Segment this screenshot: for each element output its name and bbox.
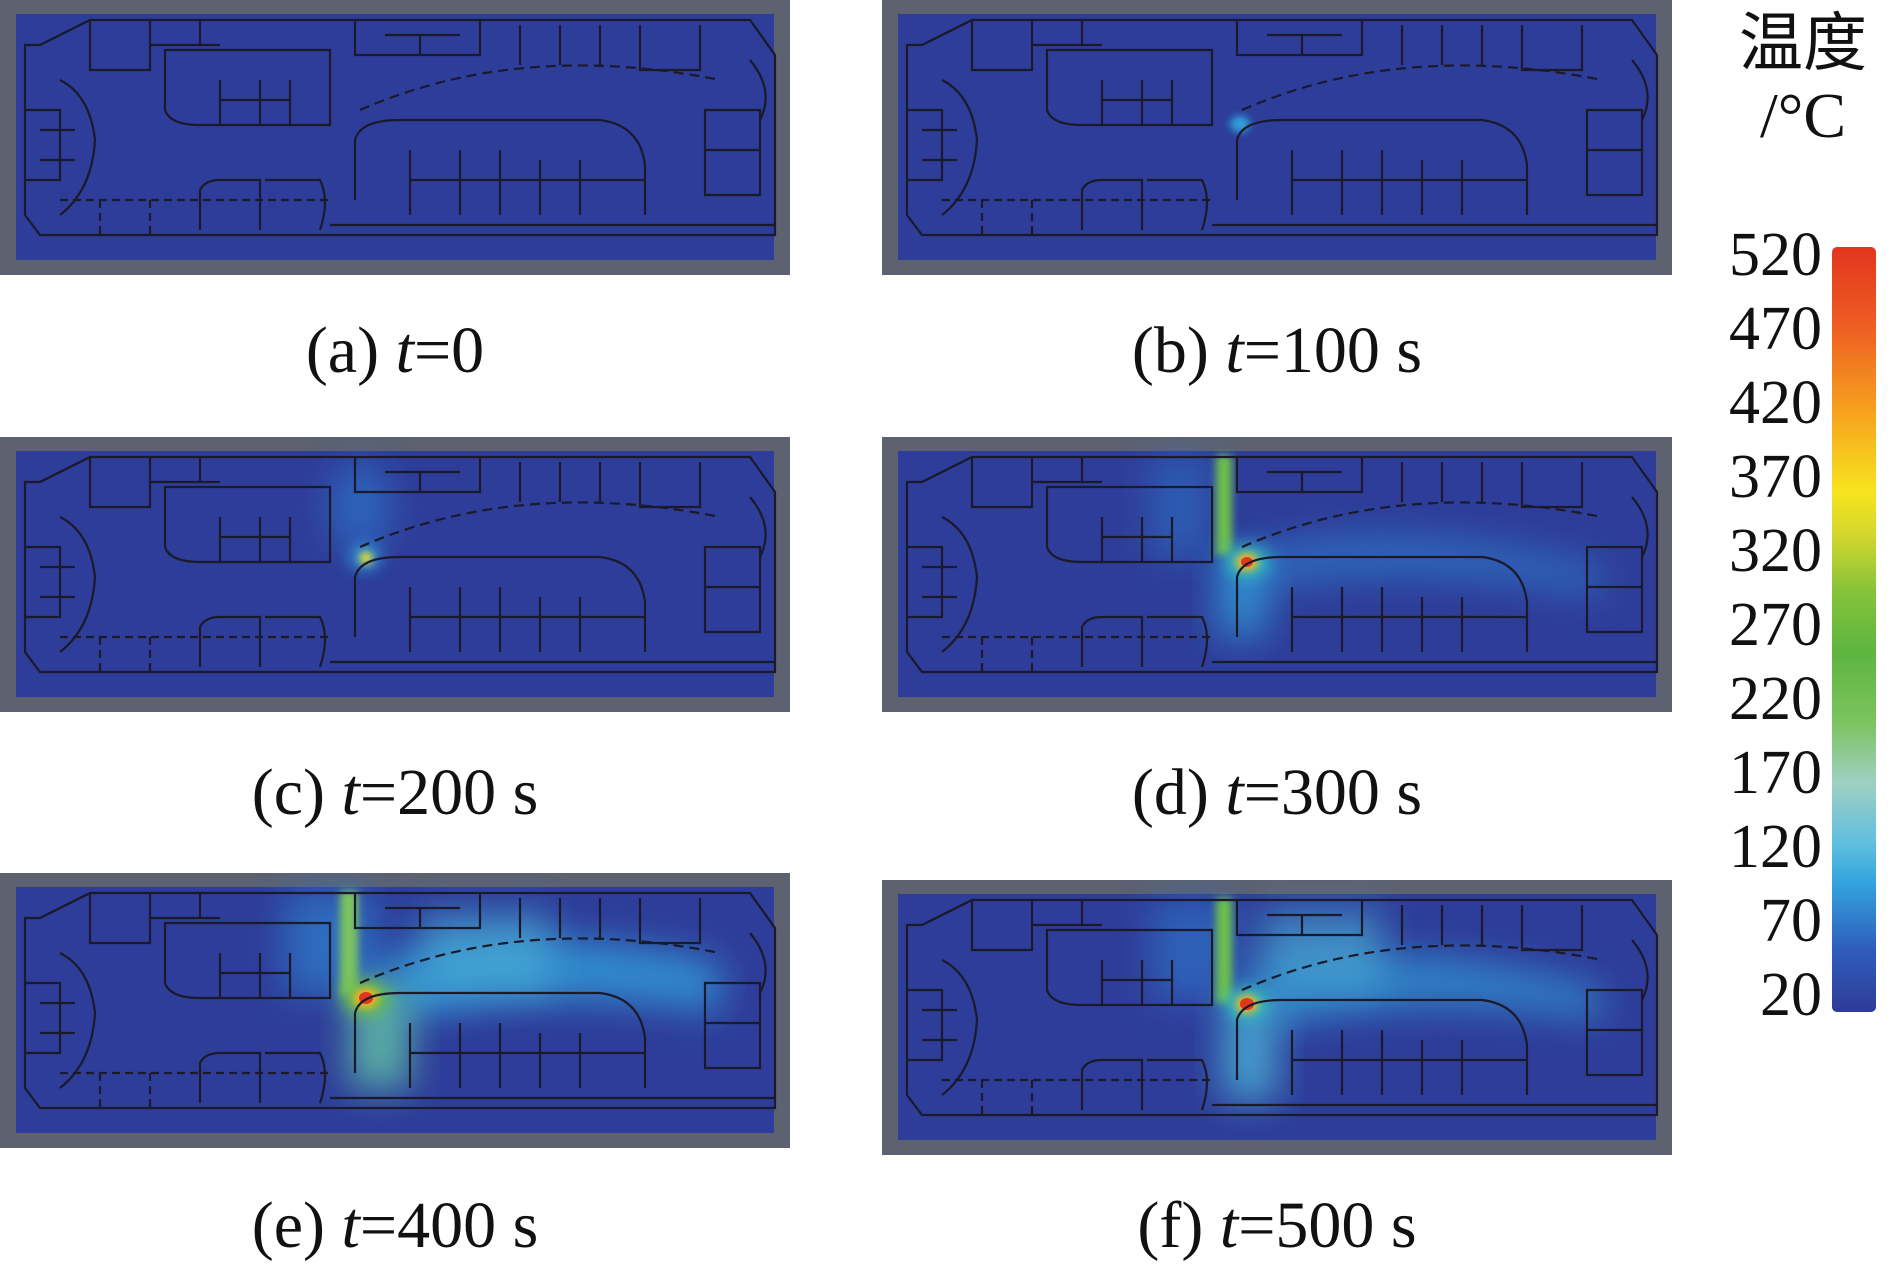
legend-tick: 170: [1729, 739, 1822, 807]
floor-plan-b: [882, 0, 1672, 275]
caption-b: (b) t=100 s: [1131, 314, 1423, 387]
legend-tick: 220: [1729, 665, 1822, 733]
legend-tick: 120: [1729, 813, 1822, 881]
floor-plan-e: [0, 873, 790, 1148]
floor-plan-f: [882, 880, 1672, 1155]
legend-tick: 370: [1729, 443, 1822, 511]
floor-plan-c: [0, 437, 790, 712]
caption-f: (f) t=500 s: [1137, 1189, 1417, 1262]
legend-title: 温度 /°C: [1718, 8, 1888, 151]
floor-plan-a: [0, 0, 790, 275]
caption-a: (a) t=0: [305, 314, 485, 387]
legend-tick: 20: [1760, 961, 1822, 1029]
legend-tick: 270: [1729, 591, 1822, 659]
caption-d: (d) t=300 s: [1131, 756, 1423, 829]
legend-title-line1: 温度: [1739, 8, 1867, 79]
color-scale-bar: [1832, 247, 1876, 1012]
legend-tick: 520: [1729, 221, 1822, 289]
legend-title-line2: /°C: [1759, 79, 1847, 151]
legend-tick: 70: [1760, 887, 1822, 955]
caption-e: (e) t=400 s: [251, 1189, 539, 1262]
legend-tick: 320: [1729, 517, 1822, 585]
legend-tick: 470: [1729, 295, 1822, 363]
legend-tick: 420: [1729, 369, 1822, 437]
caption-c: (c) t=200 s: [251, 756, 539, 829]
floor-plan-d: [882, 437, 1672, 712]
